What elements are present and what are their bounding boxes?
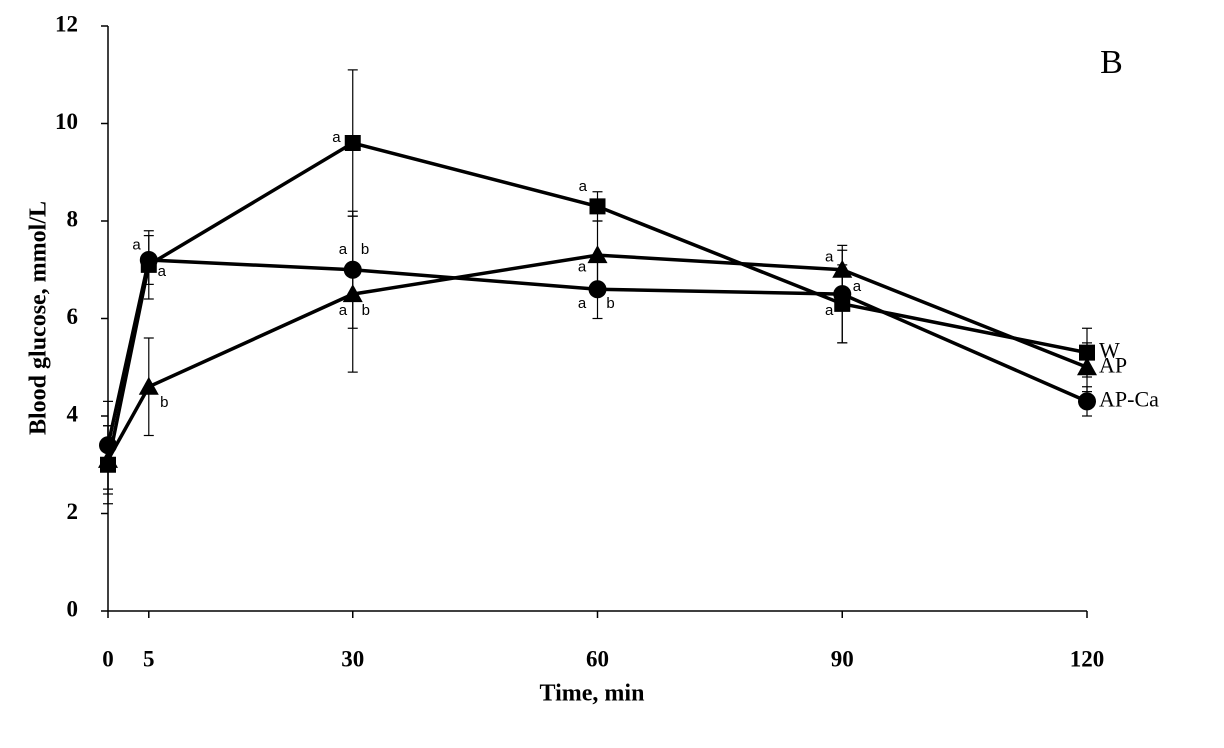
y-tick-label: 0 <box>67 596 79 621</box>
panel-label: B <box>1100 44 1123 81</box>
marker <box>588 280 607 299</box>
annotation: a <box>339 241 348 258</box>
x-tick-label: 30 <box>341 646 364 671</box>
series-label: AP-Ca <box>1099 386 1159 411</box>
marker <box>138 376 159 395</box>
y-tick-label: 8 <box>67 206 79 231</box>
annotation: a <box>825 302 834 319</box>
series-line <box>106 258 1088 446</box>
series-label: AP <box>1099 352 1127 377</box>
marker <box>587 245 608 264</box>
x-tick-label: 90 <box>831 646 854 671</box>
annotation: a <box>339 302 348 319</box>
annotation: a <box>578 258 587 275</box>
x-axis-title: Time, min <box>540 681 645 707</box>
marker <box>344 135 361 151</box>
marker <box>139 251 158 269</box>
y-tick-label: 12 <box>55 11 78 36</box>
marker <box>1078 392 1096 411</box>
marker <box>1077 357 1097 376</box>
y-tick-label: 10 <box>55 109 78 134</box>
marker <box>99 436 117 455</box>
marker <box>589 198 606 215</box>
annotation: b <box>361 241 369 258</box>
annotation: a <box>332 129 341 146</box>
series-line <box>106 253 1088 461</box>
x-tick-label: 5 <box>143 646 155 671</box>
y-axis-title: Blood glucose, mmol/L <box>26 201 52 435</box>
x-tick-label: 60 <box>586 646 609 671</box>
annotation: a <box>132 236 141 253</box>
marker <box>343 260 362 279</box>
marker <box>833 285 852 304</box>
annotation: a <box>579 178 588 195</box>
annotation: b <box>362 302 370 319</box>
annotation: a <box>158 263 167 280</box>
annotation: b <box>160 394 168 411</box>
annotation: a <box>853 278 862 295</box>
x-tick-label: 0 <box>102 646 114 671</box>
annotation: b <box>606 295 614 312</box>
y-tick-label: 6 <box>67 304 79 329</box>
annotation: a <box>578 295 587 312</box>
series-label: W <box>1099 338 1120 363</box>
annotation: a <box>825 249 834 266</box>
x-tick-label: 120 <box>1070 646 1105 671</box>
y-tick-label: 2 <box>67 499 79 524</box>
y-tick-label: 4 <box>67 401 79 426</box>
